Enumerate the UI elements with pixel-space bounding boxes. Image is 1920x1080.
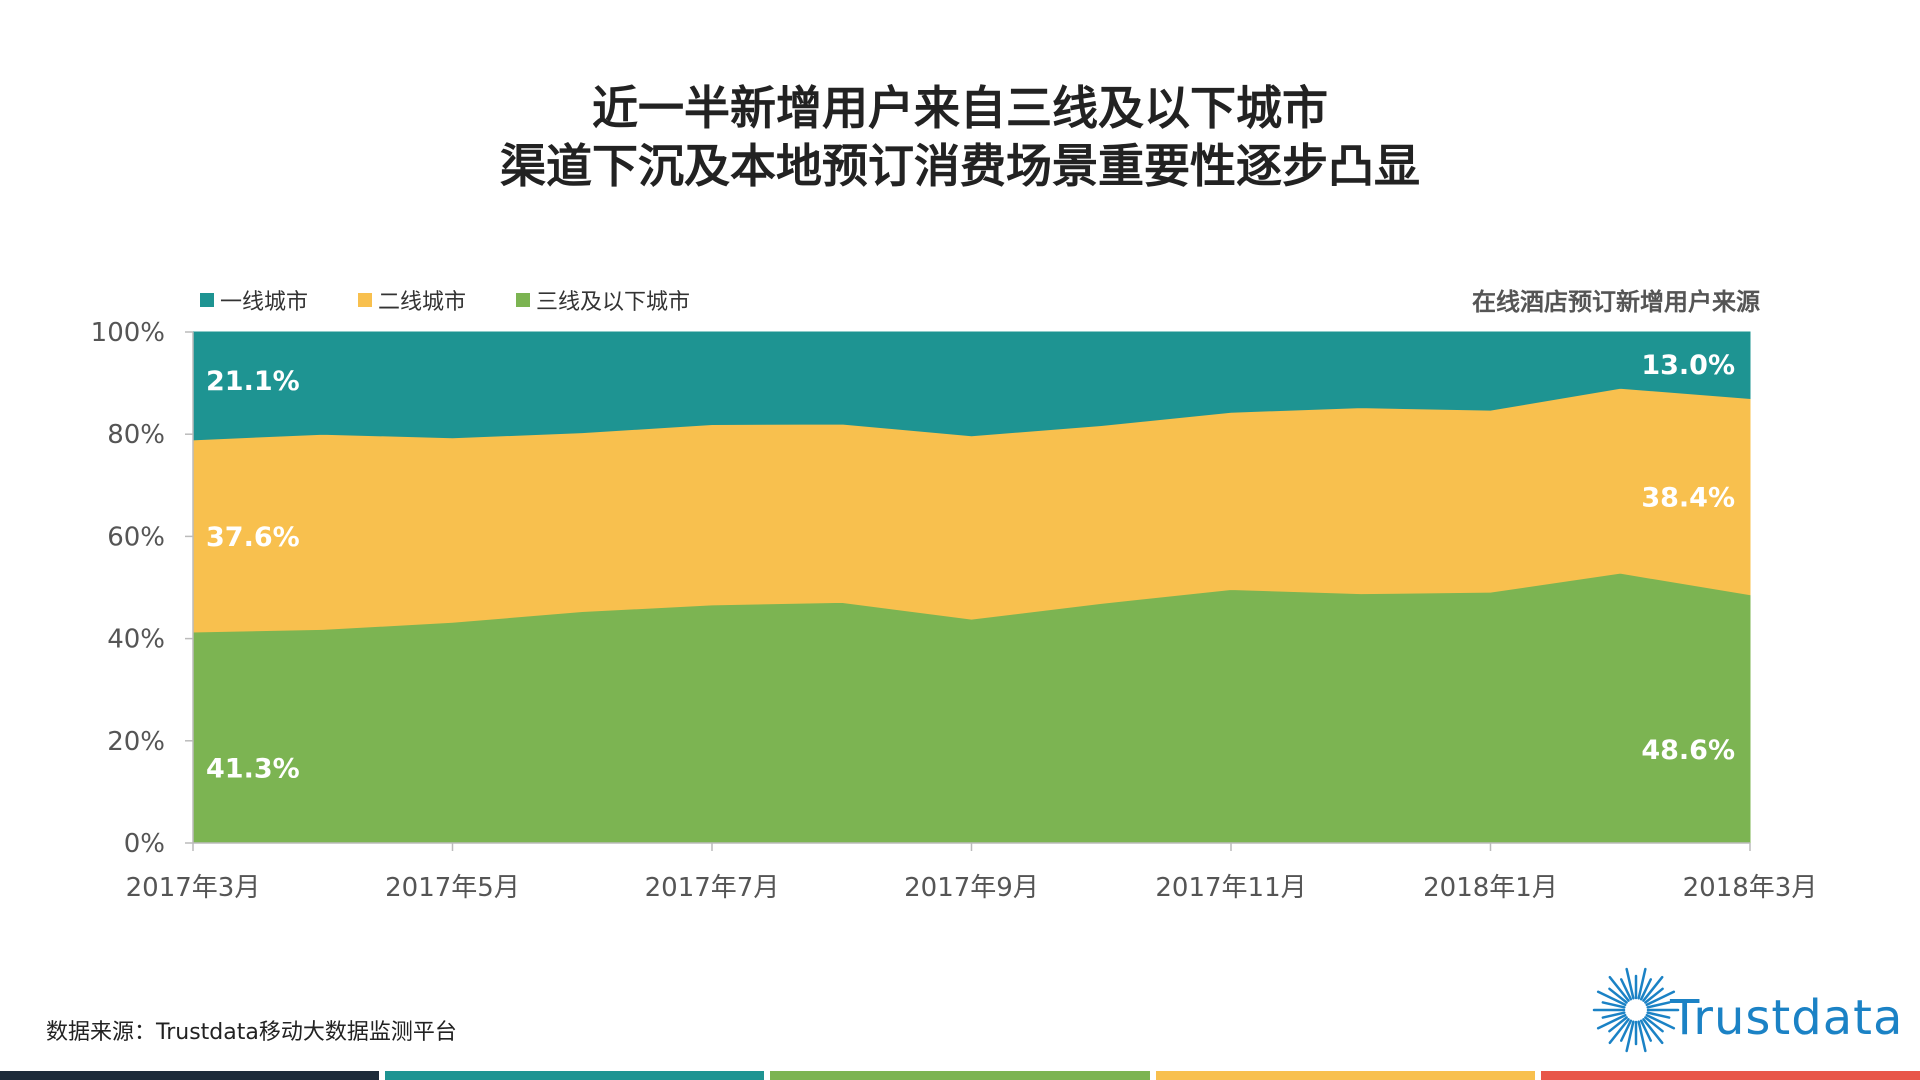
stacked-area-chart: 0% 20% 40% 60% 80% 100% 2017年3月 2017年5月 2017年7月 2…	[91, 318, 1818, 903]
sunburst-ray	[1601, 1011, 1626, 1019]
sunburst-ray	[1608, 1016, 1628, 1033]
sunburst-ray	[1644, 987, 1664, 1004]
logo-text: Trustdata	[1670, 990, 1904, 1046]
x-tick-label: 2017年7月	[645, 873, 780, 903]
footer-bar-4	[1155, 1071, 1535, 1080]
footer-bar-1	[0, 1071, 380, 1080]
legend-swatch-tier3	[516, 293, 531, 307]
x-tick-label: 2017年5月	[385, 873, 520, 903]
legend-label-tier2: 二线城市	[378, 290, 467, 315]
footer-color-bars	[0, 1071, 1920, 1080]
legend-swatch-tier2	[358, 293, 373, 307]
chart-legend: 一线城市 二线城市 三线及以下城市	[200, 284, 690, 316]
footer-bar-5	[1540, 1071, 1920, 1080]
sunburst-ray	[1646, 1001, 1671, 1009]
sunburst-ray	[1639, 1019, 1652, 1042]
sunburst-ray	[1596, 990, 1627, 1007]
sunburst-ray	[1625, 967, 1635, 1000]
page-title-line2: 渠道下沉及本地预订消费场景重要性逐步凸显	[500, 139, 1420, 193]
data-label-tier1-0: 21.1%	[206, 366, 300, 397]
y-tick-label: 40%	[107, 625, 165, 655]
sunburst-icon	[1592, 967, 1680, 1053]
y-tick-label: 20%	[107, 727, 165, 757]
sunburst-ray	[1608, 975, 1630, 1002]
x-tick-label: 2017年3月	[126, 873, 261, 903]
x-tick-label: 2017年9月	[904, 873, 1039, 903]
sunburst-ray	[1620, 978, 1633, 1001]
sunburst-ray	[1642, 1018, 1664, 1045]
x-tick-label: 2017年11月	[1155, 873, 1306, 903]
y-tick-label: 0%	[124, 829, 165, 859]
legend-item-tier2: 二线城市	[358, 284, 466, 316]
sunburst-ray	[1620, 1019, 1633, 1042]
data-source-note: 数据来源：Trustdata移动大数据监测平台	[46, 1020, 457, 1045]
sunburst-ray	[1608, 1018, 1630, 1045]
trustdata-logo: Trustdata	[1588, 950, 1902, 1060]
legend-item-tier3: 三线及以下城市	[516, 284, 690, 316]
sunburst-ray	[1639, 978, 1652, 1001]
footer-bar-2	[385, 1071, 765, 1080]
sunburst-ray	[1625, 1020, 1635, 1053]
page-title-line1: 近一半新增用户来自三线及以下城市	[592, 81, 1328, 135]
sunburst-ray	[1642, 975, 1664, 1002]
footer-bar-3	[770, 1071, 1150, 1080]
sunburst-ray	[1637, 1020, 1647, 1053]
sunburst-ray	[1646, 1011, 1671, 1019]
sunburst-ray	[1644, 1016, 1664, 1033]
x-tick-label: 2018年1月	[1423, 873, 1558, 903]
legend-label-tier1: 一线城市	[220, 290, 309, 315]
data-label-tier2-12: 38.4%	[1641, 483, 1735, 514]
legend-item-tier1: 一线城市	[200, 284, 308, 316]
sunburst-ray	[1645, 990, 1676, 1007]
data-label-tier3-0: 41.3%	[206, 753, 300, 784]
legend-label-tier3: 三线及以下城市	[536, 290, 691, 315]
data-label-tier2-0: 37.6%	[206, 522, 300, 553]
legend-swatch-tier1	[200, 293, 214, 307]
chart-title: 在线酒店预订新增用户来源	[1472, 288, 1760, 316]
area-series-tier1	[192, 331, 1751, 441]
y-tick-label: 60%	[107, 522, 165, 552]
x-tick-label: 2018年3月	[1683, 873, 1818, 903]
sunburst-ray	[1637, 967, 1647, 1000]
sunburst-ray	[1645, 1013, 1676, 1030]
sunburst-ray	[1608, 987, 1628, 1004]
y-tick-label: 80%	[107, 420, 165, 450]
data-label-tier3-12: 48.6%	[1641, 735, 1735, 766]
y-tick-label: 100%	[91, 318, 165, 348]
sunburst-ray	[1601, 1001, 1626, 1009]
sunburst-ray	[1596, 1013, 1627, 1030]
data-label-tier1-12: 13.0%	[1641, 350, 1735, 381]
